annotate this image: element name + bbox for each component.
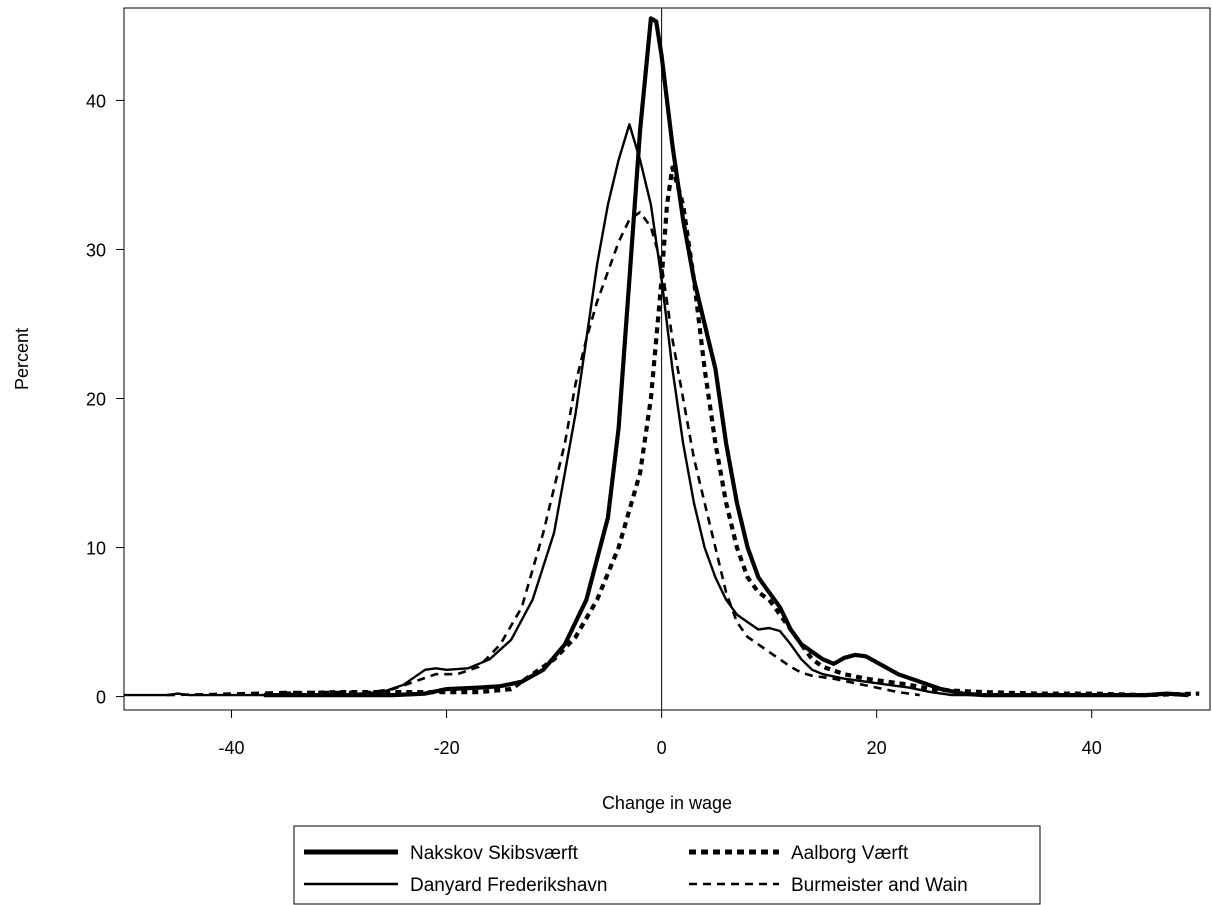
x-tick-label: 40: [1082, 738, 1102, 758]
y-tick-label: 20: [86, 389, 106, 409]
legend-label-burmeister: Burmeister and Wain: [791, 875, 968, 896]
x-axis: -40 -20 0 20 40: [219, 710, 1102, 758]
x-tick-label: -20: [434, 738, 460, 758]
series-line-aalborg-v-rft: [285, 165, 1200, 698]
plot-frame: [123, 7, 1211, 711]
y-tick-label: 30: [86, 240, 106, 260]
x-tick-label: 20: [867, 738, 887, 758]
y-tick-label: 40: [86, 91, 106, 111]
x-tick-label: -40: [219, 738, 245, 758]
y-tick-label: 10: [86, 539, 106, 559]
legend-label-aalborg: Aalborg Værft: [791, 843, 909, 864]
x-axis-label: Change in wage: [602, 793, 732, 813]
y-tick-label: 0: [96, 688, 106, 708]
series-line-danyard-frederikshavn: [124, 123, 1092, 697]
legend: Nakskov Skibsværft Aalborg Værft Danyard…: [293, 825, 1041, 905]
legend-label-danyard: Danyard Frederikshavn: [410, 875, 607, 896]
y-axis-label: Percent: [12, 328, 32, 390]
series-layer: [124, 16, 1200, 698]
series-line-burmeister-and-wain: [166, 210, 920, 697]
legend-label-nakskov: Nakskov Skibsværft: [410, 843, 579, 864]
series-line-nakskov-skibsv-rft: [263, 16, 1189, 698]
legend-box: [293, 825, 1041, 905]
x-tick-label: 0: [657, 738, 667, 758]
y-axis: 0 10 20 30 40: [86, 91, 124, 708]
